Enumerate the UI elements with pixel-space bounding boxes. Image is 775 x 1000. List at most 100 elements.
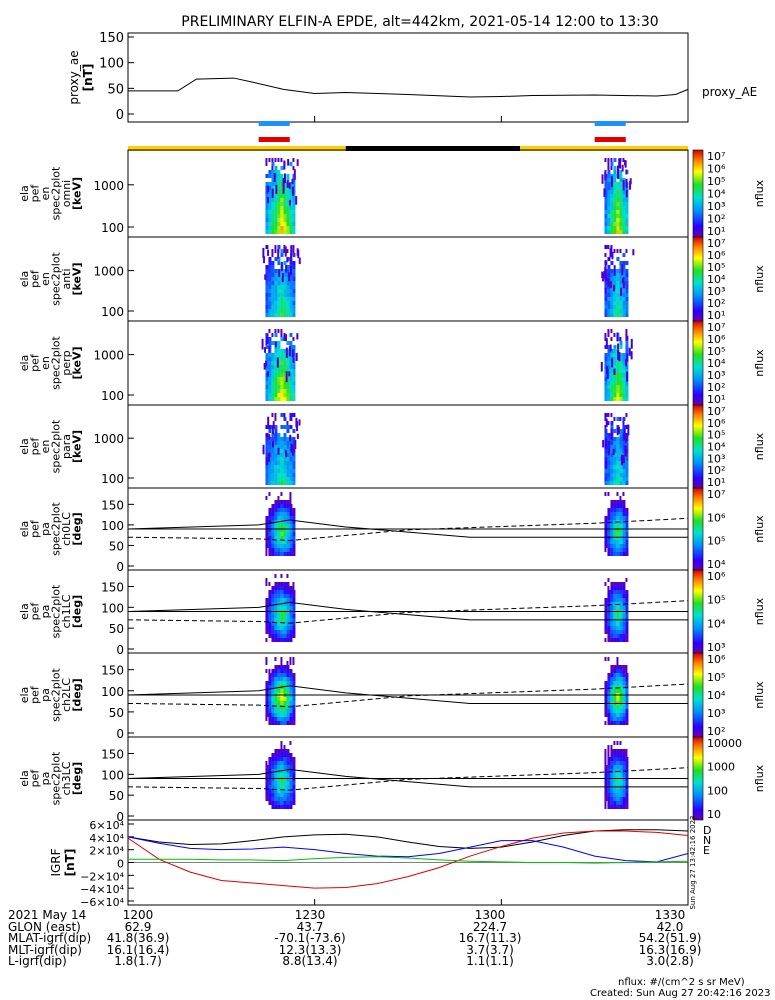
spectrogram-cell <box>271 516 275 520</box>
spectrogram-cell <box>280 528 284 532</box>
spectrogram-cell <box>607 586 610 590</box>
ytick-label: 100 <box>101 221 124 235</box>
spectrogram-cell <box>613 594 617 598</box>
spectrogram-cell <box>280 705 284 709</box>
spectrogram-cell <box>625 578 628 582</box>
spectrogram-cell <box>607 202 611 206</box>
footer-cell: 1300 <box>474 908 506 922</box>
spectrogram-cell <box>622 500 626 504</box>
spectrogram-cell <box>283 590 287 594</box>
spectrogram-cell <box>265 162 268 166</box>
spectrogram-cell <box>265 785 269 789</box>
spectrogram-cell <box>271 677 275 681</box>
spectrogram-cell <box>277 329 280 333</box>
spectrogram-cell <box>264 274 267 280</box>
spectrogram-cell <box>265 281 269 285</box>
spectrogram-cell <box>277 245 281 249</box>
colorbar-tick-label: 10⁷ <box>707 488 725 501</box>
spectrogram-cell <box>265 158 268 162</box>
spectrogram-cell <box>268 441 272 445</box>
spectrogram-cell <box>271 638 275 642</box>
spectrogram-cell <box>610 681 614 685</box>
spectrogram-cell <box>607 433 611 437</box>
spectrogram-cell <box>619 417 622 421</box>
spectrogram-cell <box>274 697 278 701</box>
spectrogram-cell <box>271 269 275 273</box>
spectrogram-cell <box>607 544 611 548</box>
spectrogram-cell <box>619 465 623 469</box>
spectrogram-cell <box>298 257 301 265</box>
spectrogram-cell <box>280 697 284 701</box>
spectrogram-cell <box>613 528 617 532</box>
spectrogram-cell <box>271 465 275 469</box>
spectrogram-cell <box>619 437 623 441</box>
spectrogram-cell <box>289 273 293 277</box>
spectrogram-cell <box>610 337 613 341</box>
spectrogram-cell <box>292 701 296 705</box>
spectrogram-cell <box>619 457 623 461</box>
spectrogram-cell <box>265 222 269 226</box>
spectrogram-cell <box>610 638 614 642</box>
ylabel-part: [keV] <box>71 262 84 295</box>
spectrogram-cell <box>625 677 629 681</box>
spectrogram-cell <box>604 171 607 181</box>
spectrogram-cell <box>274 516 278 520</box>
spectrogram-cell <box>289 508 293 512</box>
spectrogram-cell <box>292 634 296 638</box>
spectrogram-cell <box>271 713 275 717</box>
spectrogram-cell <box>290 265 293 275</box>
spectrogram-cell <box>265 277 269 281</box>
spectrogram-cell <box>286 630 290 634</box>
spectrogram-cell <box>265 520 269 524</box>
spectrogram-cell <box>619 194 623 198</box>
spectrogram-cell <box>622 697 626 701</box>
spectrogram-cell <box>286 634 290 638</box>
spectrogram-cell <box>268 681 272 685</box>
spectrogram-cell <box>613 697 617 701</box>
spectrogram-cell <box>268 289 272 293</box>
colorbar <box>692 236 704 322</box>
spectrogram-cell <box>271 532 275 536</box>
spectrogram-cell <box>607 481 611 485</box>
footer-cell: 43.7 <box>296 919 324 934</box>
spectrogram-cell <box>286 277 290 281</box>
spectrogram-cell <box>280 548 284 552</box>
ylabel-part: pef <box>29 269 42 288</box>
spectrogram-cell <box>274 797 278 801</box>
spectrogram-cell <box>619 673 623 677</box>
spectrogram-cell <box>613 516 617 520</box>
spectrogram-cell <box>283 713 287 717</box>
spectrogram-cell <box>271 210 275 214</box>
spectrogram-cell <box>607 285 611 289</box>
colorbar-tick-label: 10⁶ <box>707 511 726 524</box>
spectrogram-cell <box>271 198 275 202</box>
ytick-label: 100 <box>101 685 124 699</box>
colorbar-tick-label: 10⁴ <box>707 273 726 286</box>
spectrogram-cell <box>604 230 608 234</box>
spectrogram-cell <box>613 749 617 753</box>
spectrogram-cell <box>611 251 614 260</box>
spectrogram-cell <box>292 508 296 512</box>
spectrogram-cell <box>267 249 270 256</box>
spectrogram-cell <box>622 606 626 610</box>
spectrogram-cell <box>622 178 626 182</box>
spectrogram-cell <box>613 504 617 508</box>
spectrogram-cell <box>283 634 287 638</box>
spectrogram-cell <box>604 285 608 289</box>
spectrogram-cell <box>286 425 290 429</box>
spectrogram-cell <box>274 773 278 777</box>
spectrogram-cell <box>277 445 281 449</box>
spectrogram-cell <box>274 665 278 669</box>
spectrogram-cell <box>274 793 278 797</box>
spectrogram-cell <box>616 361 620 365</box>
spectrogram-cell <box>289 293 293 297</box>
spectrogram-cell <box>280 701 284 705</box>
spectrogram-cell <box>289 540 293 544</box>
spectrogram-cell <box>274 453 278 457</box>
spectrogram-cell <box>604 309 608 313</box>
spectrogram-cell <box>619 665 623 669</box>
spectrogram-cell <box>286 281 290 285</box>
spectrogram-cell <box>271 520 275 524</box>
colorbar-tick-label: 10³ <box>707 641 725 654</box>
spectrogram-cell <box>292 626 296 630</box>
